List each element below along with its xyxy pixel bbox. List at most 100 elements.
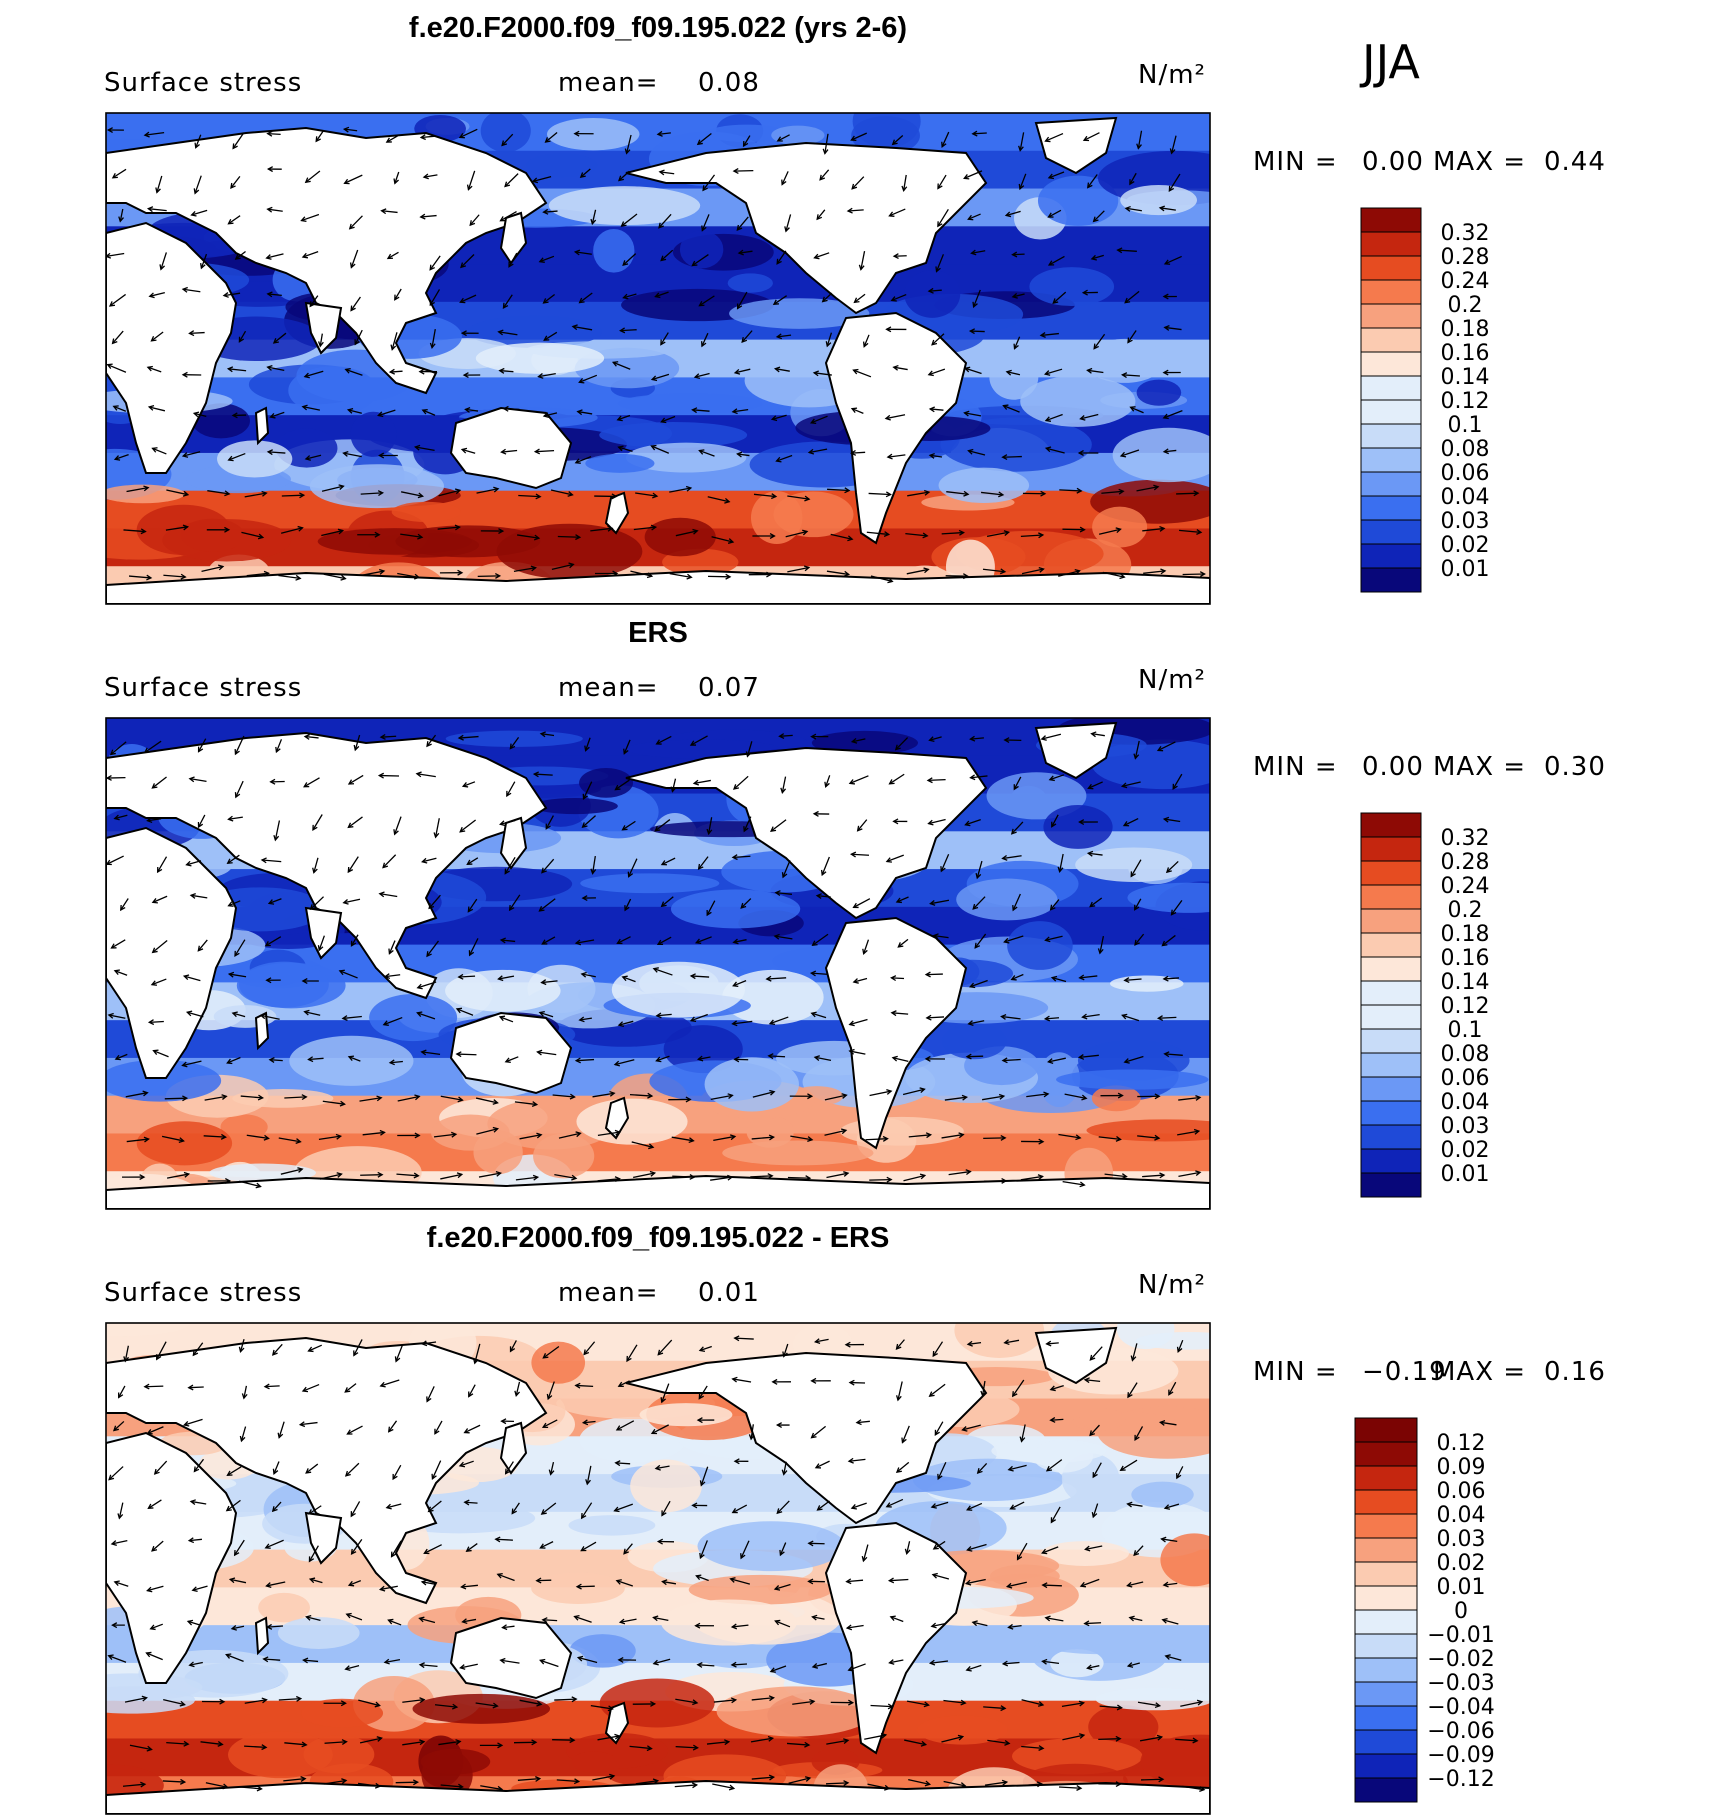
wind-vector-head <box>571 324 578 331</box>
wind-vector <box>775 368 790 372</box>
wind-vector-head <box>581 822 588 829</box>
wind-vector-head <box>502 405 509 412</box>
field-patch <box>239 961 329 1008</box>
wind-vector <box>1050 1418 1064 1421</box>
wind-vector-head <box>617 175 625 182</box>
wind-vector <box>149 291 165 297</box>
wind-vector <box>434 818 440 838</box>
wind-vector <box>226 1653 244 1662</box>
wind-vector-head <box>390 1551 397 1558</box>
wind-vector-head <box>927 370 934 377</box>
wind-vector-head <box>1092 216 1099 223</box>
wind-vector <box>1010 1501 1025 1510</box>
wind-vector-head <box>575 1131 582 1138</box>
wind-vector <box>826 332 833 347</box>
wind-vector-head <box>891 1055 898 1062</box>
wind-vector-head <box>919 1173 927 1180</box>
colorbar-tick: 0.12 <box>1437 1431 1486 1456</box>
wind-vector-head <box>769 1089 776 1096</box>
wind-vector-head <box>623 1548 629 1555</box>
wind-vector-head <box>239 1435 246 1443</box>
wind-vector <box>312 814 323 831</box>
wind-vector <box>113 405 127 412</box>
wind-vector-head <box>706 828 713 836</box>
wind-vector <box>792 1700 815 1705</box>
wind-vector-head <box>1090 254 1097 261</box>
colorbar-swatch <box>1360 1100 1422 1126</box>
wind-vector-head <box>937 183 943 190</box>
wind-vector <box>284 1096 307 1099</box>
wind-vector <box>810 415 828 424</box>
wind-vector <box>1164 326 1182 331</box>
wind-vector <box>788 1777 811 1784</box>
field-patch <box>350 411 397 457</box>
wind-vector <box>422 409 436 416</box>
field-patch <box>1075 847 1193 882</box>
wind-vector <box>152 447 167 455</box>
wind-vector-head <box>807 448 815 455</box>
wind-vector-head <box>934 1429 940 1436</box>
wind-vector <box>825 775 831 787</box>
wind-vector-head <box>388 1059 395 1066</box>
wind-vector <box>469 938 479 956</box>
wind-vector <box>268 898 282 905</box>
wind-vector <box>509 736 520 749</box>
wind-vector-head <box>691 260 698 267</box>
wind-vector-head <box>821 296 828 303</box>
wind-vector-head <box>1044 1615 1051 1622</box>
wind-vector <box>230 175 241 189</box>
wind-vector-head <box>941 141 947 148</box>
field-patch <box>1120 185 1197 216</box>
wind-vector <box>1045 413 1063 422</box>
wind-vector <box>161 1135 184 1142</box>
wind-vector-head <box>426 1396 432 1403</box>
wind-vector-head <box>380 208 387 215</box>
colorbar-tick: −0.02 <box>1427 1647 1494 1672</box>
colorbar-tick: −0.12 <box>1427 1767 1494 1792</box>
variable-label: Surface stress <box>104 1278 302 1308</box>
wind-vector <box>1046 447 1065 454</box>
wind-vector-head <box>346 1429 353 1435</box>
wind-vector-head <box>256 1785 263 1792</box>
wind-vector-head <box>851 183 858 190</box>
wind-vector-head <box>353 1350 359 1357</box>
wind-vector-head <box>807 1578 814 1585</box>
wind-vector <box>751 1136 774 1140</box>
wind-vector <box>1129 1616 1143 1622</box>
wind-vector-head <box>1136 143 1142 150</box>
wind-vector-head <box>146 817 153 824</box>
wind-vector <box>826 570 849 576</box>
wind-vector <box>696 1575 709 1582</box>
wind-vector-head <box>965 1169 972 1176</box>
wind-vector-head <box>461 782 469 788</box>
wind-vector-head <box>701 225 707 232</box>
wind-vector-head <box>1130 871 1136 878</box>
wind-vector <box>501 939 516 943</box>
wind-vector-head <box>768 1134 775 1141</box>
wind-vector <box>903 174 907 191</box>
wind-vector-head <box>502 302 509 309</box>
wind-vector <box>1021 1745 1044 1750</box>
wind-vector <box>776 250 787 265</box>
wind-vector-head <box>303 1009 310 1016</box>
colorbar-tick: 0.32 <box>1441 221 1490 246</box>
wind-vector <box>164 1097 187 1100</box>
wind-vector-head <box>139 1174 146 1181</box>
wind-vector <box>972 1621 988 1627</box>
wind-vector-head <box>498 1015 506 1022</box>
wind-vector-head <box>647 1092 654 1099</box>
wind-vector <box>278 1137 301 1143</box>
wind-vector-head <box>685 485 693 492</box>
wind-vector-head <box>344 1665 351 1671</box>
wind-vector-head <box>1019 1436 1026 1443</box>
field-patch <box>1007 921 1073 970</box>
wind-vector-head <box>267 899 275 905</box>
wind-vector <box>783 1343 789 1357</box>
wind-vector-head <box>374 1701 381 1708</box>
wind-vector <box>702 174 716 191</box>
colorbar-tick: 0.18 <box>1441 317 1490 342</box>
colorbar-swatch <box>1360 399 1422 425</box>
colorbar-swatch <box>1354 1729 1418 1755</box>
wind-vector <box>147 1426 164 1434</box>
wind-vector-head <box>935 266 941 273</box>
